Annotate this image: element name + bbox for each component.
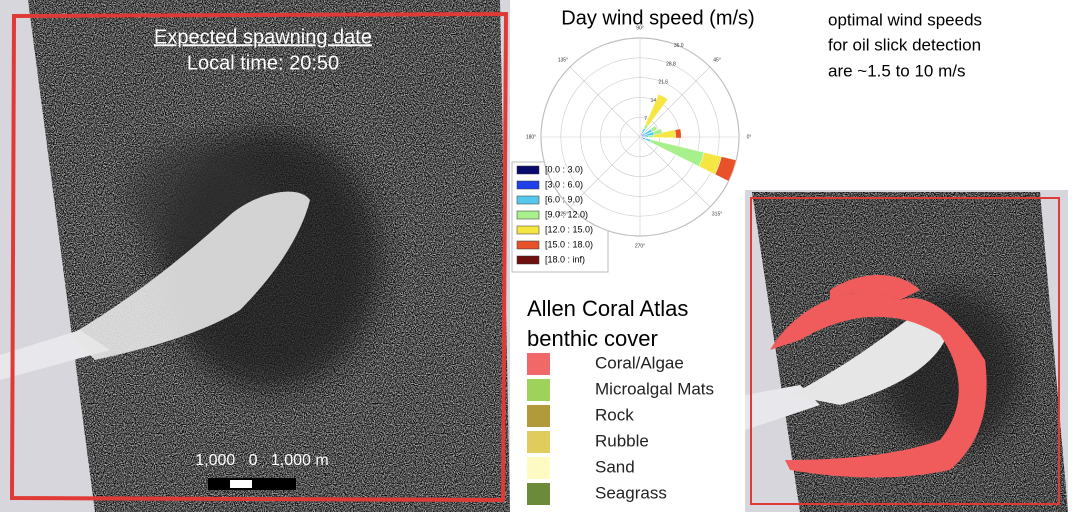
note-line: for oil slick detection: [828, 35, 981, 54]
benthic-swatch: [527, 457, 550, 479]
legend-swatch: [516, 180, 540, 190]
angle-label: 135°: [558, 57, 568, 63]
image-title: Expected spawning date: [154, 26, 372, 48]
benthic-label: Sand: [595, 457, 635, 476]
angle-label: 45°: [713, 57, 721, 63]
wind-petal: [645, 93, 669, 127]
angle-label: 315°: [712, 211, 722, 217]
benthic-label: Rock: [595, 405, 634, 424]
angular-grid: [569, 66, 641, 138]
radial-tick-label: 21.6: [658, 80, 668, 86]
note-line: optimal wind speeds: [828, 10, 982, 29]
legend-swatch: [516, 195, 540, 205]
angle-label: 180°: [526, 134, 536, 140]
windrose-title: Day wind speed (m/s): [561, 7, 754, 29]
sar-image-left: Expected spawning date Local time: 20:50…: [0, 0, 510, 512]
angular-grid: [569, 136, 641, 208]
wind-petal: [653, 128, 663, 136]
legend-swatch: [516, 225, 540, 235]
legend-swatch: [516, 210, 540, 220]
benthic-swatch: [527, 379, 550, 401]
legend-title: benthic cover: [527, 326, 658, 351]
angular-grid: [639, 136, 711, 208]
note-line: are ~1.5 to 10 m/s: [828, 61, 966, 80]
angle-label: 270°: [635, 243, 645, 249]
radial-tick-label: 28.8: [666, 61, 676, 67]
legend-label: [12.0 : 15.0): [545, 224, 593, 234]
wind-petal: [714, 156, 737, 182]
benthic-label: Coral/Algae: [595, 353, 684, 372]
legend-label: [3.0 : 6.0): [545, 179, 583, 189]
legend-swatch: [516, 165, 540, 175]
legend-label: [0.0 : 3.0): [545, 164, 583, 174]
wind-petal: [650, 125, 658, 133]
legend-title: Allen Coral Atlas: [527, 296, 688, 321]
benthic-label: Seagrass: [595, 483, 667, 502]
wind-petal: [674, 128, 682, 139]
sar-image-right: [745, 190, 1068, 512]
angle-label: 0°: [747, 134, 752, 140]
legend-swatch: [516, 240, 540, 250]
scale-bar-segment: [230, 480, 252, 488]
legend-label: [9.0 : 12.0): [545, 209, 588, 219]
benthic-label: Rubble: [595, 431, 649, 450]
radial-tick-label: 36.0: [674, 43, 684, 49]
legend-label: [15.0 : 18.0): [545, 239, 593, 249]
angular-grid: [639, 66, 711, 138]
scale-label: 1,000 0 1,000 m: [195, 452, 328, 469]
benthic-swatch: [527, 431, 550, 453]
legend-label: [18.0 : inf): [545, 254, 585, 264]
angle-label: 90°: [636, 25, 644, 31]
benthic-swatch: [527, 405, 550, 427]
image-subtitle: Local time: 20:50: [187, 52, 339, 74]
legend-label: [6.0 : 9.0): [545, 194, 583, 204]
benthic-swatch: [527, 483, 550, 505]
benthic-label: Microalgal Mats: [595, 379, 714, 398]
benthic-swatch: [527, 353, 550, 375]
angle-label: 225°: [558, 211, 568, 217]
legend-swatch: [516, 255, 540, 265]
